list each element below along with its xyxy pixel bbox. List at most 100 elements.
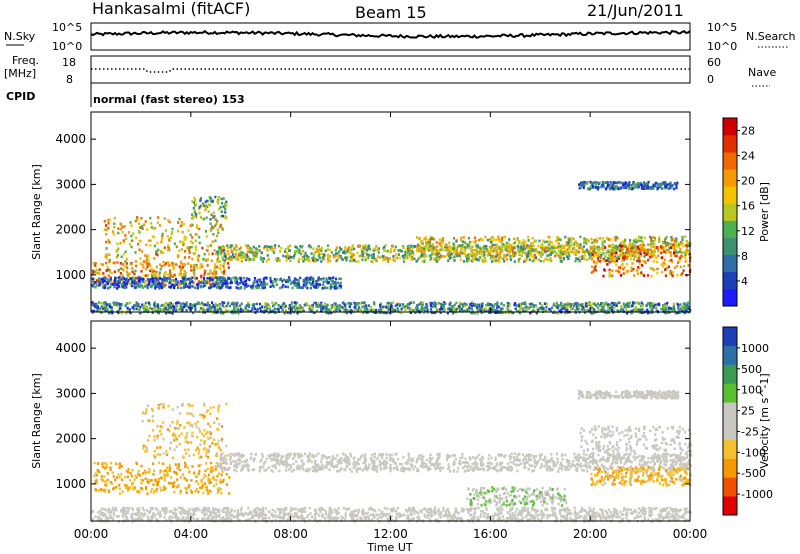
scatter-cell: [190, 269, 193, 272]
scatter-cell: [290, 301, 293, 304]
scatter-cell: [509, 247, 512, 251]
scatter-cell: [611, 255, 614, 259]
scatter-cell: [656, 245, 659, 249]
scatter-cell: [610, 257, 613, 261]
scatter-cell: [354, 260, 358, 263]
scatter-cell: [657, 247, 660, 251]
scatter-cell: [398, 304, 401, 307]
scatter-cell: [150, 307, 153, 311]
scatter-cell: [180, 275, 184, 279]
scatter-cell: [175, 305, 178, 308]
scatter-cell: [590, 311, 593, 315]
scatter-cell: [312, 258, 315, 262]
scatter-cell: [185, 301, 188, 305]
scatter-cell: [185, 303, 188, 307]
scatter-cell: [212, 311, 215, 315]
scatter-cell: [241, 309, 244, 312]
scatter-cell: [292, 256, 295, 260]
scatter-cell: [268, 304, 271, 307]
scatter-cell: [661, 304, 665, 307]
scatter-cell: [446, 249, 450, 252]
scatter-cell: [207, 479, 210, 482]
scatter-cell: [386, 260, 389, 263]
scatter-cell: [466, 246, 469, 249]
scatter-cell: [297, 258, 300, 262]
scatter-cell: [631, 254, 634, 258]
scatter-cell: [115, 276, 118, 280]
scatter-cell: [172, 267, 175, 271]
scatter-cell: [202, 303, 205, 306]
scatter-cell: [255, 247, 258, 251]
scatter-cell: [520, 303, 523, 307]
scatter-cell: [616, 269, 619, 273]
scatter-cell: [176, 254, 179, 257]
scatter-cell: [453, 259, 456, 262]
scatter-cell: [242, 256, 245, 259]
scatter-cell: [495, 251, 498, 255]
freq-strip: Freq. [MHz] 18 8 60 0 Nave: [4, 54, 776, 87]
scatter-cell: [217, 409, 220, 413]
scatter-cell: [527, 239, 530, 242]
scatter-cell: [637, 302, 640, 305]
scatter-cell: [462, 260, 466, 263]
scatter-cell: [311, 304, 314, 307]
scatter-cell: [493, 302, 497, 306]
scatter-cell: [440, 246, 444, 249]
scatter-cell: [591, 265, 594, 268]
scatter-cell: [497, 235, 500, 239]
scatter-cell: [205, 216, 208, 220]
scatter-cell: [370, 254, 373, 257]
scatter-cell: [323, 257, 326, 261]
scatter-cell: [173, 481, 176, 484]
scatter-cell: [124, 286, 127, 290]
scatter-cell: [120, 255, 123, 259]
scatter-cell: [168, 447, 172, 450]
cpid-label: CPID: [6, 90, 35, 103]
scatter-cell: [458, 306, 461, 310]
scatter-cell: [310, 308, 313, 312]
scatter-cell: [173, 490, 176, 494]
scatter-cell: [648, 243, 651, 247]
scatter-cell: [433, 246, 437, 249]
scatter-cell: [471, 258, 474, 262]
scatter-cell: [263, 284, 266, 288]
scatter-cell: [277, 304, 280, 307]
scatter-cell: [424, 306, 427, 309]
scatter-cell: [544, 246, 547, 250]
scatter-cell: [217, 255, 220, 259]
scatter-cell: [509, 254, 512, 258]
scatter-cell: [320, 307, 323, 311]
scatter-cell: [137, 469, 140, 473]
scatter-cell: [240, 260, 243, 263]
scatter-cell: [209, 279, 212, 283]
scatter-cell: [264, 302, 267, 306]
scatter-cell: [132, 488, 135, 491]
scatter-cell: [138, 311, 142, 315]
scatter-cell: [305, 302, 308, 305]
scatter-cell: [128, 308, 131, 311]
scatter-cell: [183, 256, 186, 259]
scatter-cell: [634, 185, 637, 188]
scatter-cell: [163, 306, 166, 310]
scatter-cell: [501, 236, 504, 240]
scatter-cell: [358, 244, 361, 247]
scatter-cell: [679, 256, 682, 260]
scatter-cell: [203, 252, 206, 256]
scatter-cell: [288, 278, 291, 281]
scatter-cell: [285, 251, 288, 255]
scatter-cell: [670, 236, 673, 239]
scatter-cell: [176, 478, 179, 481]
scatter-cell: [245, 285, 248, 288]
scatter-cell: [489, 250, 492, 253]
scatter-cell: [518, 241, 521, 245]
scatter-cell: [671, 271, 675, 274]
scatter-cell: [274, 257, 278, 261]
scatter-cell: [129, 277, 132, 280]
scatter-cell: [281, 304, 284, 307]
scatter-cell: [94, 302, 97, 306]
scatter-cell: [272, 303, 276, 307]
scatter-cell: [244, 306, 247, 310]
scatter-cell: [610, 301, 614, 305]
scatter-cell: [314, 301, 317, 305]
scatter-cell: [298, 308, 301, 311]
